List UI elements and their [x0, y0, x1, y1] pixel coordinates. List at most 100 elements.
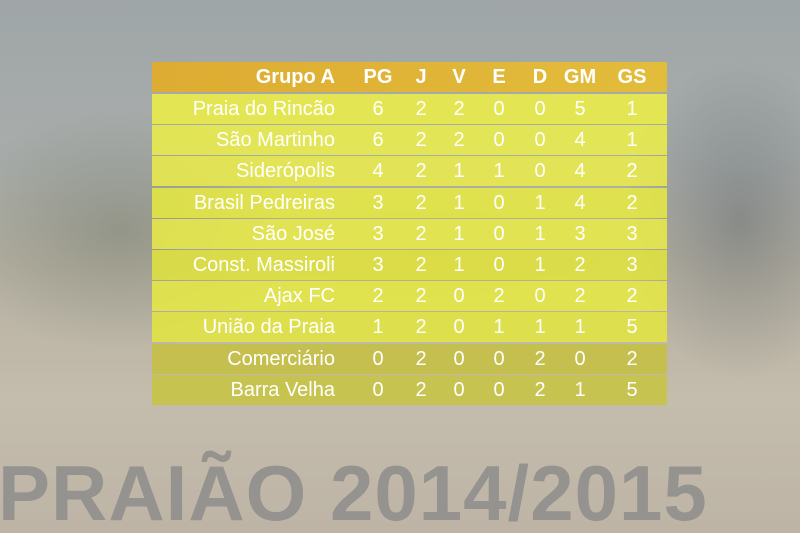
watermark: PRAIÃO 2014/2015: [0, 449, 708, 533]
stat-cell: 3: [372, 222, 384, 245]
column-header: PG: [363, 66, 393, 88]
stat-cell: 1: [534, 191, 546, 214]
stat-cell: 2: [415, 378, 427, 401]
stat-cell: 0: [534, 98, 546, 120]
team-name: Siderópolis: [236, 160, 335, 183]
stat-cell: 0: [493, 222, 505, 245]
stat-cell: 2: [574, 285, 586, 308]
stat-cell: 5: [574, 98, 586, 120]
stat-cell: 0: [372, 347, 384, 370]
stat-cell: 1: [453, 160, 465, 183]
stat-cell: 0: [493, 378, 505, 401]
stat-cell: 0: [453, 285, 465, 308]
table-row: Brasil Pedreiras 3 2 1 0 1 4 2: [152, 187, 667, 218]
stat-cell: 0: [493, 347, 505, 370]
column-header: V: [452, 66, 466, 88]
stat-cell: 4: [574, 129, 586, 152]
stat-cell: 1: [453, 191, 465, 214]
table-row: São Martinho 6 2 2 0 0 4 1: [152, 125, 667, 156]
team-name: Praia do Rincão: [192, 98, 335, 120]
stat-cell: 3: [626, 254, 638, 276]
stat-cell: 1: [453, 222, 465, 245]
stat-cell: 2: [493, 285, 505, 308]
stat-cell: 2: [415, 222, 427, 245]
stat-cell: 1: [372, 316, 384, 339]
stat-cell: 2: [415, 316, 427, 339]
stat-cell: 2: [415, 98, 427, 120]
stat-cell: 6: [372, 129, 384, 152]
stat-cell: 2: [415, 129, 427, 152]
stat-cell: 3: [574, 222, 586, 245]
stat-cell: 2: [372, 285, 384, 308]
stat-cell: 0: [453, 316, 465, 339]
column-header: GS: [617, 66, 647, 88]
stat-cell: 2: [626, 160, 638, 183]
table-row: Praia do Rincão 6 2 2 0 0 5 1: [152, 94, 667, 124]
stat-cell: 0: [493, 254, 505, 276]
stat-cell: 1: [493, 160, 505, 183]
table-row: Const. Massiroli 3 2 1 0 1 2 3: [152, 250, 667, 280]
table-row: São José 3 2 1 0 1 3 3: [152, 218, 667, 249]
stat-cell: 0: [493, 98, 505, 120]
stat-cell: 6: [372, 98, 384, 120]
stat-cell: 2: [415, 160, 427, 183]
stat-cell: 3: [372, 254, 384, 276]
team-name: Comerciário: [227, 347, 335, 370]
header-row: Grupo A PG J V E D GM GS: [152, 62, 667, 92]
stat-cell: 2: [415, 285, 427, 308]
stat-cell: 2: [574, 254, 586, 276]
team-name: Ajax FC: [263, 285, 335, 308]
stat-cell: 0: [493, 191, 505, 214]
stat-cell: 0: [453, 347, 465, 370]
stat-cell: 1: [534, 316, 546, 339]
stat-cell: 0: [372, 378, 384, 401]
stat-cell: 0: [534, 160, 546, 183]
stat-cell: 1: [626, 98, 638, 120]
column-header: D: [532, 66, 548, 88]
stat-cell: 1: [493, 316, 505, 339]
stat-cell: 0: [493, 129, 505, 152]
table-row: Siderópolis 4 2 1 1 0 4 2: [152, 156, 667, 187]
stat-cell: 2: [626, 191, 638, 214]
stat-cell: 1: [534, 254, 546, 276]
stat-cell: 2: [626, 347, 638, 370]
stat-cell: 2: [415, 191, 427, 214]
stat-cell: 2: [534, 378, 546, 401]
table-row: Ajax FC 2 2 0 2 0 2 2: [152, 281, 667, 312]
stat-cell: 1: [574, 316, 586, 339]
stat-cell: 5: [626, 316, 638, 339]
stat-cell: 3: [626, 222, 638, 245]
table-row: Comerciário 0 2 0 0 2 0 2: [152, 343, 667, 374]
stat-cell: 0: [534, 129, 546, 152]
stat-cell: 4: [372, 160, 384, 183]
group-title: Grupo A: [255, 66, 335, 88]
stat-cell: 2: [415, 347, 427, 370]
stat-cell: 1: [574, 378, 586, 401]
team-name: Brasil Pedreiras: [193, 191, 335, 214]
stat-cell: 4: [574, 191, 586, 214]
stat-cell: 0: [453, 378, 465, 401]
team-name: Barra Velha: [230, 378, 335, 401]
table-row: Barra Velha 0 2 0 0 2 1 5: [152, 374, 667, 405]
team-name: São José: [251, 222, 335, 245]
stat-cell: 1: [453, 254, 465, 276]
column-header: J: [415, 66, 427, 88]
team-name: União da Praia: [202, 316, 335, 339]
stat-cell: 3: [372, 191, 384, 214]
column-header: GM: [563, 66, 597, 88]
team-name: São Martinho: [216, 129, 335, 152]
stat-cell: 5: [626, 378, 638, 401]
column-header: E: [492, 66, 506, 88]
stat-cell: 1: [626, 129, 638, 152]
stat-cell: 1: [534, 222, 546, 245]
stat-cell: 2: [453, 129, 465, 152]
stat-cell: 0: [534, 285, 546, 308]
team-name: Const. Massiroli: [192, 254, 335, 276]
stat-cell: 2: [415, 254, 427, 276]
stat-cell: 0: [574, 347, 586, 370]
table-row: União da Praia 1 2 0 1 1 1 5: [152, 312, 667, 343]
stat-cell: 2: [626, 285, 638, 308]
stat-cell: 2: [453, 98, 465, 120]
stat-cell: 4: [574, 160, 586, 183]
